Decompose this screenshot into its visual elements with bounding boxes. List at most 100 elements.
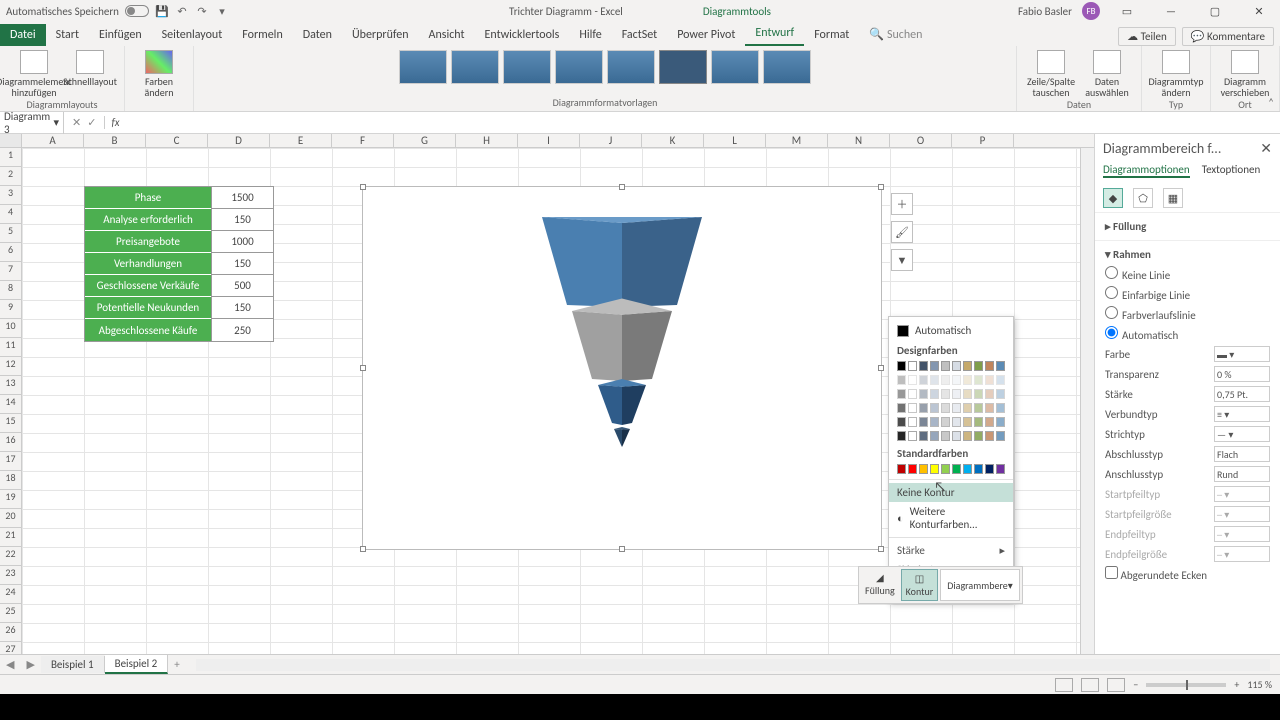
row-header[interactable]: 8 [0,281,21,300]
row-header[interactable]: 19 [0,490,21,509]
tab-factset[interactable]: FactSet [612,24,667,46]
effects-icon[interactable]: ⬠ [1133,188,1153,208]
chart-style-thumb[interactable] [711,50,759,84]
size-props-icon[interactable]: ▦ [1163,188,1183,208]
collapse-ribbon-icon[interactable]: ˄ [1268,96,1274,109]
row-header[interactable]: 1 [0,148,21,167]
tab-developer[interactable]: Entwicklertools [475,24,570,46]
column-header[interactable]: D [208,134,270,147]
tab-file[interactable]: Datei [0,24,46,46]
change-colors-button[interactable]: Farben ändern [133,50,185,98]
tab-review[interactable]: Überprüfen [342,24,419,46]
row-header[interactable]: 14 [0,395,21,414]
column-header[interactable]: H [456,134,518,147]
row-header[interactable]: 15 [0,414,21,433]
row-header[interactable]: 2 [0,167,21,186]
row-header[interactable]: 25 [0,604,21,623]
tab-start[interactable]: Start [46,24,89,46]
share-button[interactable]: ☁ Teilen [1118,27,1176,46]
gradient-line-radio[interactable]: Farbverlaufslinie [1105,306,1196,322]
row-header[interactable]: 27 [0,642,21,654]
chart-style-thumb[interactable] [607,50,655,84]
column-header[interactable]: J [580,134,642,147]
design-color-swatches[interactable] [889,359,1013,373]
row-header[interactable]: 3 [0,186,21,205]
chart-elements-button[interactable]: ＋ [891,193,913,215]
row-header[interactable]: 16 [0,433,21,452]
undo-icon[interactable]: ↶ [175,4,189,18]
column-header[interactable]: I [518,134,580,147]
row-header[interactable]: 24 [0,585,21,604]
rounded-corners-checkbox[interactable]: Abgerundete Ecken [1105,566,1207,582]
column-header[interactable]: O [890,134,952,147]
tab-view[interactable]: Ansicht [419,24,475,46]
chart-style-thumb[interactable] [555,50,603,84]
zoom-slider[interactable] [1146,683,1226,687]
sheet-tab-2[interactable]: Beispiel 2 [105,655,169,674]
dash-type-picker[interactable]: — ▾ [1214,426,1270,442]
row-header[interactable]: 18 [0,471,21,490]
fill-button[interactable]: ◢Füllung [861,569,899,601]
automatic-line-radio[interactable]: Automatisch [1105,326,1178,342]
chart-filters-button[interactable]: ▼ [891,249,913,271]
zoom-in-icon[interactable]: + [1234,678,1239,691]
maximize-icon[interactable]: ▢ [1198,0,1232,22]
column-header[interactable]: E [270,134,332,147]
compound-type-picker[interactable]: ≡ ▾ [1214,406,1270,422]
row-header[interactable]: 10 [0,319,21,338]
move-chart-button[interactable]: Diagramm verschieben [1219,50,1271,98]
funnel-chart[interactable]: ＋ 🖌 ▼ [362,186,882,550]
worksheet-cells[interactable]: Phase1500Analyse erforderlich150Preisang… [22,148,1080,654]
cancel-formula-icon[interactable]: ✕ [72,116,81,129]
tab-help[interactable]: Hilfe [569,24,611,46]
text-options-tab[interactable]: Textoptionen [1202,163,1261,178]
search-label[interactable]: Suchen [887,28,922,42]
fx-icon[interactable]: fx [105,116,125,129]
switch-row-col-button[interactable]: Zeile/Spalte tauschen [1025,50,1077,98]
row-header[interactable]: 20 [0,509,21,528]
save-icon[interactable]: 💾 [155,4,169,18]
row-header[interactable]: 22 [0,547,21,566]
join-type-select[interactable]: Rund [1214,466,1270,482]
close-icon[interactable]: ✕ [1242,0,1276,22]
border-section-header[interactable]: ▾ Rahmen [1105,245,1270,264]
row-header[interactable]: 21 [0,528,21,547]
tab-design[interactable]: Entwurf [745,22,804,46]
column-header[interactable]: N [828,134,890,147]
row-header[interactable]: 17 [0,452,21,471]
user-avatar[interactable]: FB [1082,2,1100,20]
column-header[interactable]: F [332,134,394,147]
row-header[interactable]: 26 [0,623,21,642]
standard-color-swatches[interactable] [889,462,1013,476]
quick-layout-button[interactable]: Schnelllayout [64,50,116,87]
column-header[interactable]: C [146,134,208,147]
border-color-picker[interactable]: ▬ ▾ [1214,346,1270,362]
vertical-scrollbar[interactable] [1080,148,1094,654]
outline-button[interactable]: ◫Kontur [901,569,939,601]
column-header[interactable]: K [642,134,704,147]
row-header[interactable]: 13 [0,376,21,395]
zoom-level[interactable]: 115 % [1247,678,1272,691]
row-header[interactable]: 4 [0,205,21,224]
column-header[interactable]: P [952,134,1014,147]
cap-type-select[interactable]: Flach [1214,446,1270,462]
sheet-nav-prev[interactable]: ◀ [0,658,20,671]
change-chart-type-button[interactable]: Diagrammtyp ändern [1150,50,1202,98]
row-header[interactable]: 7 [0,262,21,281]
horizontal-scrollbar[interactable] [196,659,1270,671]
row-header[interactable]: 6 [0,243,21,262]
tab-powerpivot[interactable]: Power Pivot [667,24,745,46]
autosave-toggle[interactable] [125,5,149,17]
chart-style-thumb[interactable] [399,50,447,84]
tab-format[interactable]: Format [804,24,859,46]
column-header[interactable]: M [766,134,828,147]
row-header[interactable]: 12 [0,357,21,376]
tab-insert[interactable]: Einfügen [89,24,152,46]
add-sheet-button[interactable]: + [168,658,185,671]
row-header[interactable]: 5 [0,224,21,243]
column-headers[interactable]: ABCDEFGHIJKLMNOP [0,134,1094,148]
fill-section-header[interactable]: ▸ Füllung [1105,217,1270,236]
chart-style-thumb[interactable] [451,50,499,84]
redo-icon[interactable]: ↷ [195,4,209,18]
minimize-icon[interactable]: — [1154,0,1188,22]
